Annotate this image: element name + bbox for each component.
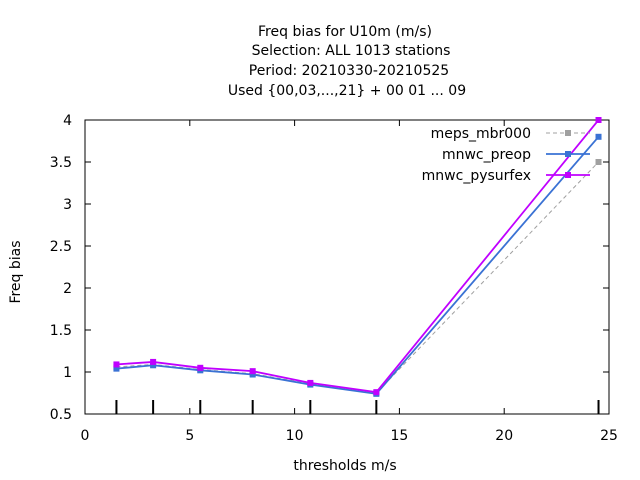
legend-marker-meps-mbr000 xyxy=(565,130,571,136)
title-line-3: Period: 20210330-20210525 xyxy=(249,63,449,79)
y-tick-label: 0.5 xyxy=(50,407,72,423)
legend-label-mnwc-preop: mnwc_preop xyxy=(442,147,531,163)
data-point-mnwc-pysurfex xyxy=(249,368,256,375)
series-line-meps-mbr000 xyxy=(116,161,599,394)
y-axis-label: Freq bias xyxy=(8,240,24,303)
data-point-mnwc-pysurfex xyxy=(197,364,204,371)
data-point-mnwc-preop xyxy=(150,362,157,369)
y-tick-label: 4 xyxy=(63,113,72,129)
legend-marker-mnwc-preop xyxy=(565,151,571,157)
data-series xyxy=(113,117,602,397)
y-tick-label: 1.5 xyxy=(50,323,72,339)
plot-area xyxy=(84,119,610,415)
data-point-mnwc-preop xyxy=(595,133,602,140)
data-point-mnwc-pysurfex xyxy=(595,117,602,123)
x-tick-label: 20 xyxy=(495,428,513,444)
legend-label-meps-mbr000: meps_mbr000 xyxy=(431,126,531,142)
x-tick-label: 25 xyxy=(600,428,618,444)
data-point-mnwc-pysurfex xyxy=(307,379,314,386)
legend: meps_mbr000 mnwc_preop mnwc_pysurfex xyxy=(422,126,590,184)
x-axis-label: thresholds m/s xyxy=(293,458,396,474)
axis-ticks: 0 5 10 15 20 25 0.5 1 1.5 2 2.5 3 3.5 4 xyxy=(50,113,618,444)
x-tick-label: 10 xyxy=(286,428,304,444)
title-line-2: Selection: ALL 1013 stations xyxy=(252,43,451,59)
legend-label-mnwc-pysurfex: mnwc_pysurfex xyxy=(422,168,531,184)
plot-frame xyxy=(84,119,610,415)
y-tick-label: 2.5 xyxy=(50,239,72,255)
data-point-mnwc-preop xyxy=(113,365,120,372)
title-line-4: Used {00,03,...,21} + 00 01 ... 09 xyxy=(228,83,466,99)
x-tick-label: 5 xyxy=(185,428,194,444)
threshold-markers xyxy=(115,400,600,414)
legend-marker-mnwc-pysurfex xyxy=(565,172,571,178)
data-point-mnwc-pysurfex xyxy=(150,358,157,365)
y-tick-label: 3 xyxy=(63,197,72,213)
x-tick-label: 15 xyxy=(390,428,408,444)
y-tick-label: 2 xyxy=(63,281,72,297)
data-point-mnwc-pysurfex xyxy=(113,361,120,368)
data-point-mnwc-preop xyxy=(249,371,256,378)
x-tick-label: 0 xyxy=(81,428,90,444)
title-line-1: Freq bias for U10m (m/s) xyxy=(258,24,432,40)
data-point-meps-mbr000 xyxy=(595,159,602,165)
y-tick-label: 1 xyxy=(63,365,72,381)
y-tick-label: 3.5 xyxy=(50,155,72,171)
data-point-mnwc-pysurfex xyxy=(373,389,380,396)
chart-title: Freq bias for U10m (m/s) Selection: ALL … xyxy=(228,24,466,99)
